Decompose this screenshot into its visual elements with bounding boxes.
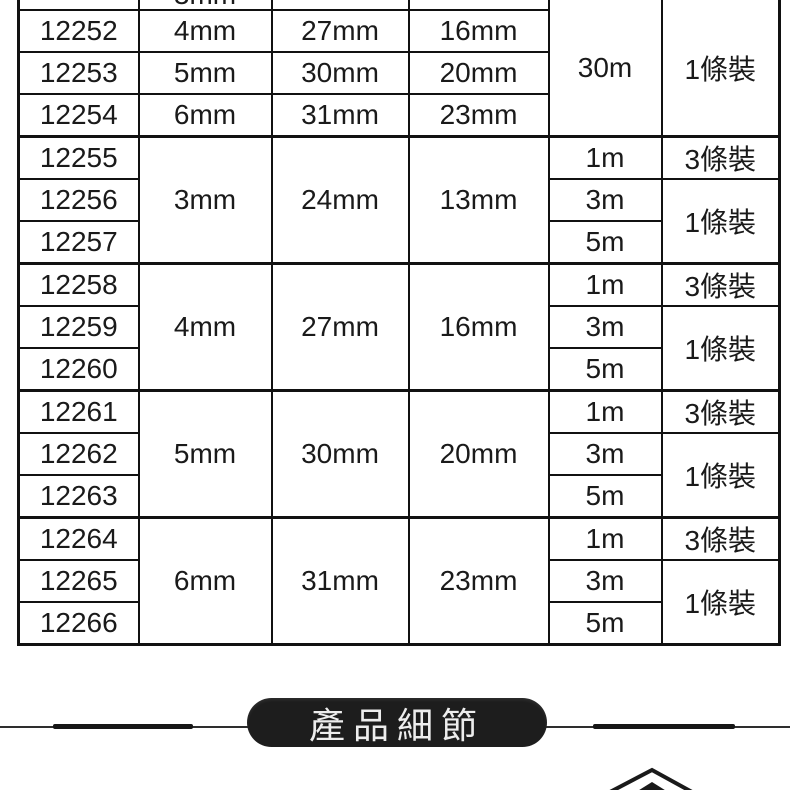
length-cell: 5m bbox=[547, 347, 663, 392]
chevron-outline bbox=[609, 767, 693, 790]
size-cell: 3mm bbox=[137, 135, 273, 265]
width-cell: 31mm bbox=[270, 93, 410, 138]
product-code-cell: 12258 bbox=[17, 262, 140, 307]
height-cell: 20mm bbox=[407, 51, 550, 95]
height-cell: 23mm bbox=[407, 516, 550, 646]
length-cell: 5m bbox=[547, 474, 663, 519]
product-code-cell: 12254 bbox=[17, 93, 140, 138]
table-row: 12253 5mm 30mm 20mm bbox=[17, 51, 780, 95]
length-cell: 3m bbox=[547, 178, 663, 222]
height-cell: 16mm bbox=[407, 262, 550, 392]
product-code-cell: 12263 bbox=[17, 474, 140, 519]
width-cell: 24mm bbox=[270, 135, 410, 265]
length-cell: 3m bbox=[547, 432, 663, 476]
table-row: 12266 5m bbox=[17, 601, 780, 646]
width-cell: 30mm bbox=[270, 51, 410, 95]
pack-cell: 1條裝 bbox=[660, 432, 781, 519]
length-cell: 1m bbox=[547, 389, 663, 434]
size-cell: 4mm bbox=[137, 262, 273, 392]
clipped-size-text: 3mm bbox=[141, 0, 270, 8]
table-row: 12261 5mm 30mm 20mm 1m 3條裝 bbox=[17, 389, 781, 519]
product-code-cell: 12261 bbox=[17, 389, 140, 434]
product-code-cell: 12262 bbox=[17, 432, 140, 476]
product-code-cell: 12255 bbox=[17, 135, 140, 180]
length-cell: 1m bbox=[547, 516, 663, 561]
size-cell: 3mm bbox=[137, 0, 273, 11]
size-cell: 4mm bbox=[137, 9, 273, 53]
pack-cell: 3條裝 bbox=[660, 516, 781, 561]
section-banner: 產品細節 bbox=[247, 698, 547, 747]
size-cell: 5mm bbox=[137, 389, 273, 519]
divider-line-thick-left bbox=[53, 724, 193, 729]
size-cell: 6mm bbox=[137, 93, 273, 138]
height-cell: 23mm bbox=[407, 93, 550, 138]
pack-cell: 3條裝 bbox=[660, 389, 781, 434]
table-row: 12260 5m bbox=[17, 347, 780, 392]
size-cell: 5mm bbox=[137, 51, 273, 95]
pack-cell: 1條裝 bbox=[660, 559, 781, 646]
product-code-cell: 12265 bbox=[17, 559, 140, 603]
table-row: 12254 6mm 31mm 23mm bbox=[17, 93, 780, 138]
width-cell bbox=[270, 0, 410, 11]
product-code-cell bbox=[17, 0, 140, 11]
width-cell: 27mm bbox=[270, 262, 410, 392]
height-cell: 16mm bbox=[407, 9, 550, 53]
length-cell: 5m bbox=[547, 220, 663, 265]
product-code-cell: 12253 bbox=[17, 51, 140, 95]
table-row: 12259 3m 1條裝 bbox=[17, 305, 781, 392]
table-row: 12257 5m bbox=[17, 220, 780, 265]
table-row: 12258 4mm 27mm 16mm 1m 3條裝 bbox=[17, 262, 781, 392]
table-row: 12263 5m bbox=[17, 474, 780, 519]
product-code-cell: 12252 bbox=[17, 9, 140, 53]
table-row: 12252 4mm 27mm 16mm bbox=[17, 9, 780, 53]
product-code-cell: 12266 bbox=[17, 601, 140, 646]
height-cell bbox=[407, 0, 550, 11]
length-cell: 1m bbox=[547, 135, 663, 180]
product-code-cell: 12257 bbox=[17, 220, 140, 265]
height-cell: 13mm bbox=[407, 135, 550, 265]
product-code-cell: 12256 bbox=[17, 178, 140, 222]
diamond-peak-icon bbox=[609, 767, 693, 790]
table-row: 12256 3m 1條裝 bbox=[17, 178, 781, 265]
width-cell: 31mm bbox=[270, 516, 410, 646]
size-cell: 6mm bbox=[137, 516, 273, 646]
width-cell: 27mm bbox=[270, 9, 410, 53]
product-code-cell: 12264 bbox=[17, 516, 140, 561]
table-row: 12255 3mm 24mm 13mm 1m 3條裝 bbox=[17, 135, 781, 265]
pack-cell: 1條裝 bbox=[660, 178, 781, 265]
width-cell: 30mm bbox=[270, 389, 410, 519]
pack-cell: 3條裝 bbox=[660, 135, 781, 180]
pack-cell: 3條裝 bbox=[660, 262, 781, 307]
table-row: 12265 3m 1條裝 bbox=[17, 559, 781, 646]
pack-cell: 1條裝 bbox=[660, 0, 781, 138]
length-cell: 3m bbox=[547, 559, 663, 603]
pack-cell: 1條裝 bbox=[660, 305, 781, 392]
table-row: 3mm 30m 1條裝 bbox=[17, 0, 781, 138]
product-code-cell: 12260 bbox=[17, 347, 140, 392]
length-cell: 30m bbox=[547, 0, 663, 138]
length-cell: 1m bbox=[547, 262, 663, 307]
divider-line-thick-right bbox=[593, 724, 735, 729]
length-cell: 5m bbox=[547, 601, 663, 646]
inner-triangle bbox=[639, 782, 665, 790]
section-banner-title: 產品細節 bbox=[308, 704, 485, 746]
table-row: 12262 3m 1條裝 bbox=[17, 432, 781, 519]
table-row: 12264 6mm 31mm 23mm 1m 3條裝 bbox=[17, 516, 781, 646]
length-cell: 3m bbox=[547, 305, 663, 349]
height-cell: 20mm bbox=[407, 389, 550, 519]
product-spec-table: 3mm 30m 1條裝 12252 4mm 27mm 16mm 12253 5m… bbox=[17, 0, 781, 646]
product-code-cell: 12259 bbox=[17, 305, 140, 349]
